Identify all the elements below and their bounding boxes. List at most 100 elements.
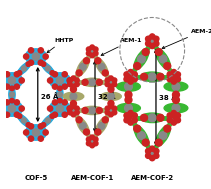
Circle shape (102, 70, 108, 76)
Circle shape (124, 77, 129, 82)
Circle shape (82, 79, 88, 85)
Ellipse shape (140, 113, 164, 122)
Ellipse shape (1, 73, 23, 88)
Circle shape (14, 72, 19, 77)
Circle shape (155, 49, 162, 55)
Ellipse shape (63, 92, 84, 101)
Circle shape (154, 148, 159, 154)
Circle shape (68, 110, 72, 115)
Circle shape (171, 120, 176, 125)
Circle shape (125, 104, 132, 112)
Circle shape (150, 146, 155, 151)
Ellipse shape (76, 117, 89, 135)
Circle shape (4, 112, 10, 117)
Circle shape (68, 106, 72, 111)
Circle shape (172, 83, 180, 90)
Ellipse shape (18, 63, 30, 74)
Circle shape (87, 46, 97, 57)
Circle shape (41, 62, 46, 66)
Circle shape (164, 125, 171, 132)
Ellipse shape (42, 63, 54, 74)
Circle shape (172, 104, 180, 112)
Ellipse shape (117, 82, 140, 91)
Ellipse shape (101, 92, 121, 101)
Circle shape (150, 34, 155, 39)
Ellipse shape (9, 87, 15, 102)
Circle shape (68, 77, 79, 88)
Ellipse shape (49, 73, 70, 88)
Circle shape (125, 96, 132, 103)
Circle shape (52, 72, 58, 77)
Circle shape (87, 136, 97, 147)
Circle shape (108, 101, 114, 107)
Circle shape (128, 120, 133, 125)
Circle shape (134, 63, 141, 70)
Circle shape (38, 124, 43, 129)
Circle shape (4, 84, 10, 89)
Circle shape (128, 70, 133, 75)
Circle shape (75, 106, 79, 111)
Circle shape (71, 104, 76, 108)
Circle shape (47, 106, 53, 111)
Circle shape (17, 71, 22, 75)
Circle shape (89, 107, 96, 114)
Circle shape (67, 78, 72, 83)
Circle shape (8, 105, 16, 112)
Circle shape (52, 84, 58, 89)
Circle shape (76, 117, 82, 123)
Circle shape (90, 135, 95, 139)
Circle shape (112, 78, 117, 82)
Circle shape (0, 106, 5, 111)
Circle shape (154, 153, 159, 158)
Circle shape (124, 118, 129, 123)
Circle shape (67, 106, 72, 111)
Circle shape (102, 117, 108, 123)
Circle shape (90, 143, 95, 148)
Circle shape (50, 114, 54, 118)
Circle shape (62, 84, 67, 89)
Circle shape (28, 124, 34, 129)
Circle shape (168, 71, 180, 83)
Ellipse shape (25, 125, 47, 140)
Circle shape (124, 72, 129, 77)
Circle shape (79, 122, 86, 129)
Circle shape (146, 148, 151, 154)
Circle shape (26, 123, 31, 127)
Text: HHTP: HHTP (47, 38, 73, 53)
Circle shape (62, 100, 67, 105)
Circle shape (96, 79, 102, 85)
Text: AEM-2: AEM-2 (162, 29, 211, 49)
Circle shape (173, 113, 179, 120)
Circle shape (150, 43, 155, 49)
Circle shape (132, 77, 137, 82)
Circle shape (146, 147, 158, 160)
Circle shape (171, 79, 176, 84)
Circle shape (98, 122, 105, 129)
Circle shape (8, 77, 16, 84)
Circle shape (109, 84, 113, 89)
Ellipse shape (164, 82, 188, 91)
Circle shape (171, 70, 176, 75)
Circle shape (75, 82, 79, 87)
Circle shape (109, 112, 113, 117)
Circle shape (9, 92, 14, 97)
Circle shape (167, 118, 172, 123)
Circle shape (56, 105, 64, 112)
Circle shape (24, 54, 29, 59)
Text: AEM-COF-1: AEM-COF-1 (70, 175, 114, 181)
Circle shape (109, 76, 113, 81)
Ellipse shape (156, 49, 170, 70)
Circle shape (141, 73, 147, 80)
Circle shape (14, 112, 19, 117)
Circle shape (141, 114, 147, 121)
Circle shape (32, 129, 39, 136)
Circle shape (138, 55, 145, 63)
Circle shape (19, 106, 24, 111)
Circle shape (150, 156, 155, 161)
Text: 26 Å: 26 Å (41, 93, 58, 100)
Ellipse shape (117, 103, 140, 113)
Circle shape (14, 100, 19, 105)
Circle shape (148, 73, 156, 81)
Circle shape (52, 100, 58, 105)
Circle shape (38, 136, 43, 141)
